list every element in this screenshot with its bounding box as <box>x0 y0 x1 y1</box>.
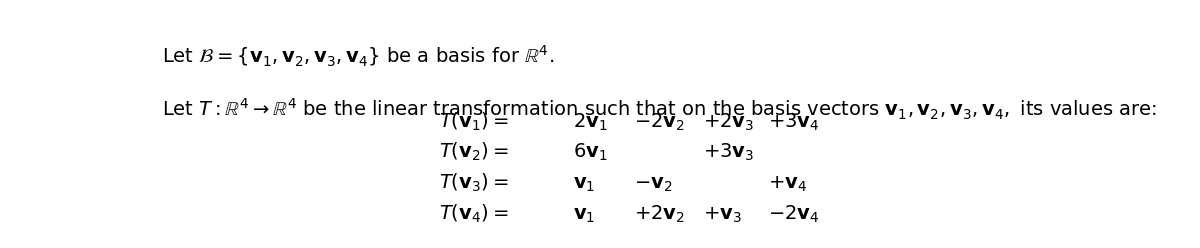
Text: $+\mathbf{v}_3$: $+\mathbf{v}_3$ <box>703 205 742 224</box>
Text: $\mathbf{v}_1$: $\mathbf{v}_1$ <box>574 206 595 224</box>
Text: $2\mathbf{v}_1$: $2\mathbf{v}_1$ <box>574 112 608 133</box>
Text: $T(\mathbf{v}_3) =$: $T(\mathbf{v}_3) =$ <box>439 172 508 194</box>
Text: $-2\mathbf{v}_2$: $-2\mathbf{v}_2$ <box>634 112 684 133</box>
Text: Let $T : \mathbb{R}^4 \to \mathbb{R}^4$ be the linear transformation such that o: Let $T : \mathbb{R}^4 \to \mathbb{R}^4$ … <box>162 97 1157 122</box>
Text: $-2\mathbf{v}_4$: $-2\mathbf{v}_4$ <box>768 203 820 224</box>
Text: $T(\mathbf{v}_2) =$: $T(\mathbf{v}_2) =$ <box>439 141 508 163</box>
Text: Let $\mathcal{B} = \{\mathbf{v}_1, \mathbf{v}_2, \mathbf{v}_3, \mathbf{v}_4\}$ b: Let $\mathcal{B} = \{\mathbf{v}_1, \math… <box>162 43 554 68</box>
Text: $+2\mathbf{v}_2$: $+2\mathbf{v}_2$ <box>634 203 684 224</box>
Text: $\mathbf{v}_1$: $\mathbf{v}_1$ <box>574 175 595 194</box>
Text: $+3\mathbf{v}_4$: $+3\mathbf{v}_4$ <box>768 112 820 133</box>
Text: $6\mathbf{v}_1$: $6\mathbf{v}_1$ <box>574 142 608 163</box>
Text: $+3\mathbf{v}_3$: $+3\mathbf{v}_3$ <box>703 142 755 163</box>
Text: $+2\mathbf{v}_3$: $+2\mathbf{v}_3$ <box>703 112 755 133</box>
Text: $+\mathbf{v}_4$: $+\mathbf{v}_4$ <box>768 175 808 194</box>
Text: $-\mathbf{v}_2$: $-\mathbf{v}_2$ <box>634 175 672 194</box>
Text: $T(\mathbf{v}_1) =$: $T(\mathbf{v}_1) =$ <box>439 111 508 133</box>
Text: $T(\mathbf{v}_4) =$: $T(\mathbf{v}_4) =$ <box>439 202 508 224</box>
